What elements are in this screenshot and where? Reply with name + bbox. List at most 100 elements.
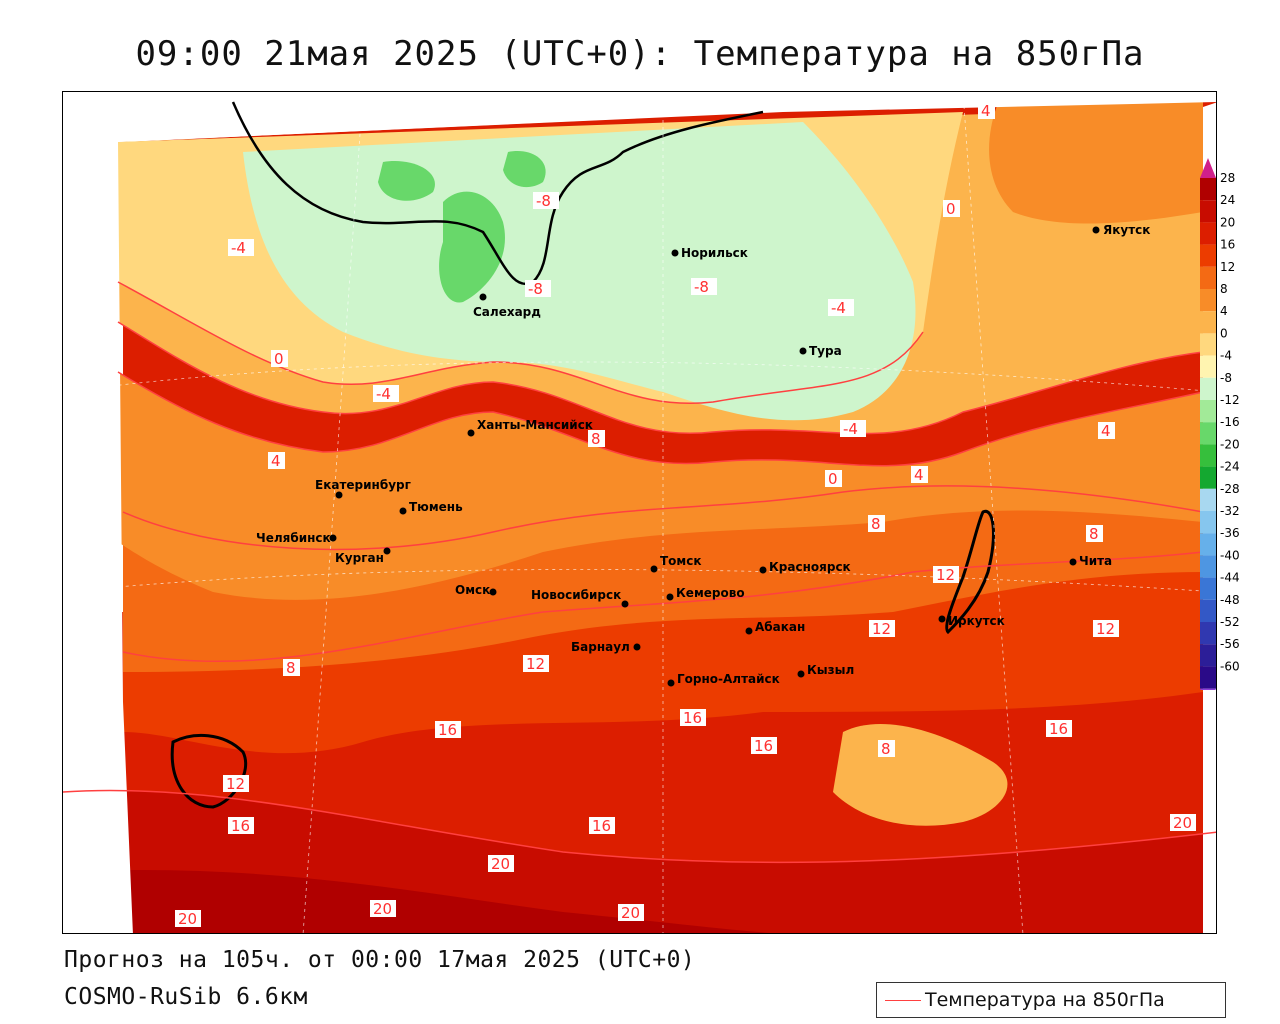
contour-label-neg4-a: -4 — [231, 239, 246, 257]
graticule — [302, 92, 364, 933]
city-dot-salekhard — [479, 293, 487, 301]
legend-line-swatch — [885, 1000, 921, 1001]
band-neg12-neg8-c — [503, 151, 546, 188]
contour-label-16-f: 16 — [592, 817, 611, 835]
city-label-tyumen: Тюмень — [409, 500, 463, 514]
contour-label-8-a: 8 — [591, 430, 601, 448]
model-name: COSMO-RuSib 6.6км — [64, 984, 308, 1010]
colorbar-tick-label: -56 — [1220, 637, 1240, 651]
city-dot-irkutsk — [938, 615, 946, 623]
contour-label-neg8-a: -8 — [536, 192, 551, 210]
outside-domain-left — [63, 92, 133, 933]
contour-label-20-b: 20 — [373, 900, 392, 918]
contour-labels: -4 -4 -4 -4 -8 -8 -8 0 0 0 4 4 4 4 8 8 8… — [175, 102, 1196, 928]
colorbar-tick-label: 8 — [1220, 282, 1228, 296]
city-dot-gorno-altaysk — [667, 679, 675, 687]
contour-label-0-b: 0 — [946, 200, 956, 218]
colorbar-tick-label: -52 — [1220, 615, 1240, 629]
colorbar-swatch — [1200, 266, 1216, 289]
colorbar-tick-label: -60 — [1220, 659, 1240, 673]
city-label-kyzyl: Кызыл — [807, 663, 854, 677]
lake-baikal — [945, 509, 995, 635]
contour-label-12-c: 12 — [872, 620, 891, 638]
colorbar-swatch — [1200, 178, 1216, 201]
colorbar-swatch — [1200, 422, 1216, 445]
city-dot-tyumen — [399, 507, 407, 515]
city-label-gorno-altaysk: Горно-Алтайск — [677, 672, 780, 686]
colorbar-tick-label: -44 — [1220, 571, 1240, 585]
city-label-kemerovo: Кемерово — [676, 586, 745, 600]
colorbar-swatch — [1200, 466, 1216, 489]
graticule — [63, 569, 1216, 593]
contour-label-4-a: 4 — [271, 452, 281, 470]
colorbar-tick-label: -40 — [1220, 548, 1240, 562]
colorbar-swatch — [1200, 244, 1216, 267]
colorbar-swatch — [1200, 222, 1216, 245]
colorbar-tick-label: -32 — [1220, 504, 1240, 518]
colorbar-swatch — [1200, 377, 1216, 400]
colorbar-swatch — [1200, 577, 1216, 600]
colorbar-tick-label: -48 — [1220, 593, 1240, 607]
city-label-novosibirsk: Новосибирск — [531, 588, 621, 602]
map-title: 09:00 21мая 2025 (UTC+0): Температура на… — [135, 34, 1145, 74]
city-dot-novosibirsk — [621, 600, 629, 608]
colorbar-swatch — [1200, 200, 1216, 223]
colorbar-tick-label: -20 — [1220, 437, 1240, 451]
band-neg12-neg8-b — [378, 161, 435, 201]
colorbar-swatches — [1200, 158, 1216, 690]
isotherm — [122, 485, 1204, 551]
contour-label-16-a: 16 — [438, 721, 457, 739]
colorbar-tick-label: 16 — [1220, 238, 1235, 252]
contour-label-12-b: 12 — [936, 566, 955, 584]
contour-label-neg4-d: -4 — [843, 420, 858, 438]
city-dot-tura — [799, 347, 807, 355]
contour-label-20-e: 20 — [1173, 814, 1192, 832]
city-dot-krasnoyarsk — [759, 566, 767, 574]
contour-label-16-c: 16 — [754, 737, 773, 755]
city-dot-omsk — [489, 588, 497, 596]
band-8-12 — [123, 485, 1203, 672]
contour-label-0-a: 0 — [274, 350, 284, 368]
contour-label-8-d: 8 — [286, 659, 296, 677]
city-label-chita: Чита — [1079, 554, 1112, 568]
city-dot-abakan — [745, 627, 753, 635]
city-label-salekhard: Салехард — [473, 305, 541, 319]
city-dot-khanty-mansiysk — [467, 429, 475, 437]
contour-label-20-d: 20 — [621, 904, 640, 922]
temperature-colorbar: 28 24 20 16 12 8 4 0 -4 -8 -12 -16 -20 -24 -28 -32 -36 -4… — [1200, 158, 1240, 690]
city-label-norilsk: Норильск — [681, 246, 748, 260]
outside-domain-top — [63, 92, 1216, 142]
band-8-pocket — [833, 723, 1008, 826]
colorbar-tick-label: -24 — [1220, 460, 1240, 474]
city-label-tura: Тура — [809, 344, 842, 358]
city-label-omsk: Омск — [455, 583, 490, 597]
city-dot-barnaul — [633, 643, 641, 651]
colorbar-swatch — [1200, 533, 1216, 556]
city-label-khanty-mansiysk: Ханты-Мансийск — [477, 418, 593, 432]
contour-label-8-b: 8 — [871, 515, 881, 533]
colorbar-swatch — [1200, 289, 1216, 312]
contour-label-12-a: 12 — [526, 655, 545, 673]
city-label-krasnoyarsk: Красноярск — [769, 560, 851, 574]
isotherm — [117, 371, 1204, 467]
graticule — [962, 92, 1024, 933]
map-area[interactable]: -4 -4 -4 -4 -8 -8 -8 0 0 0 4 4 4 4 8 8 8… — [62, 91, 1217, 934]
band-24-28 — [63, 870, 771, 933]
contour-label-neg8-b: -8 — [528, 280, 543, 298]
city-label-kurgan: Курган — [335, 551, 384, 565]
colorbar-tick-label: -36 — [1220, 526, 1240, 540]
city-dot-yakutsk — [1092, 226, 1100, 234]
colorbar-swatch — [1200, 400, 1216, 423]
legend-label: Температура на 850гПа — [925, 989, 1165, 1011]
contour-label-neg4-c: -4 — [831, 299, 846, 317]
colorbar-tick-label: 20 — [1220, 215, 1235, 229]
contour-label-16-b: 16 — [683, 709, 702, 727]
city-dot-kemerovo — [666, 593, 674, 601]
city-label-barnaul: Барнаул — [571, 640, 630, 654]
contour-label-16-e: 16 — [231, 817, 250, 835]
city-dot-ekaterinburg — [335, 491, 343, 499]
contour-label-12-d: 12 — [1096, 620, 1115, 638]
isotherm — [117, 281, 924, 404]
city-dot-chita — [1069, 558, 1077, 566]
contour-label-8-e: 8 — [881, 740, 891, 758]
